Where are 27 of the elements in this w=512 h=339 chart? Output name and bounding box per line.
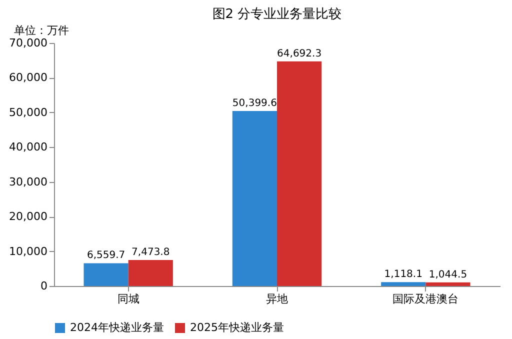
y-tick-label: 70,000 [9, 36, 48, 50]
chart-title: 图2 分专业业务量比较 [212, 7, 342, 22]
text: 单位：万件 [14, 24, 69, 37]
legend-label: 2024年快递业务量 [70, 321, 164, 334]
y-tick-label: 30,000 [9, 175, 48, 188]
data-label: 64,692.3 [277, 48, 322, 60]
legend-label: 2025年快递业务量 [190, 321, 284, 334]
bar [84, 263, 128, 286]
y-tick-label: 60,000 [9, 71, 48, 84]
bar [381, 282, 426, 286]
y-tick-label: 10,000 [9, 244, 48, 258]
bar [128, 260, 173, 286]
data-label: 1,044.5 [428, 269, 468, 280]
data-label: 7,473.8 [132, 247, 170, 258]
x-tick-label: 同城 [117, 292, 140, 306]
data-label: 50,399.6 [232, 98, 277, 110]
bar [426, 282, 470, 286]
data-label: 1,118.1 [384, 269, 422, 280]
y-tick-label: 0 [40, 280, 48, 292]
y-tick-label: 20,000 [9, 210, 48, 224]
y-tick-label: 50,000 [9, 106, 48, 119]
bar [277, 61, 322, 286]
x-tick-label: 国际及港澳台 [392, 292, 459, 306]
y-tick-label: 40,000 [9, 140, 48, 154]
bar [232, 111, 277, 286]
data-label: 6,559.7 [86, 250, 126, 262]
x-tick-label: 异地 [266, 292, 288, 306]
